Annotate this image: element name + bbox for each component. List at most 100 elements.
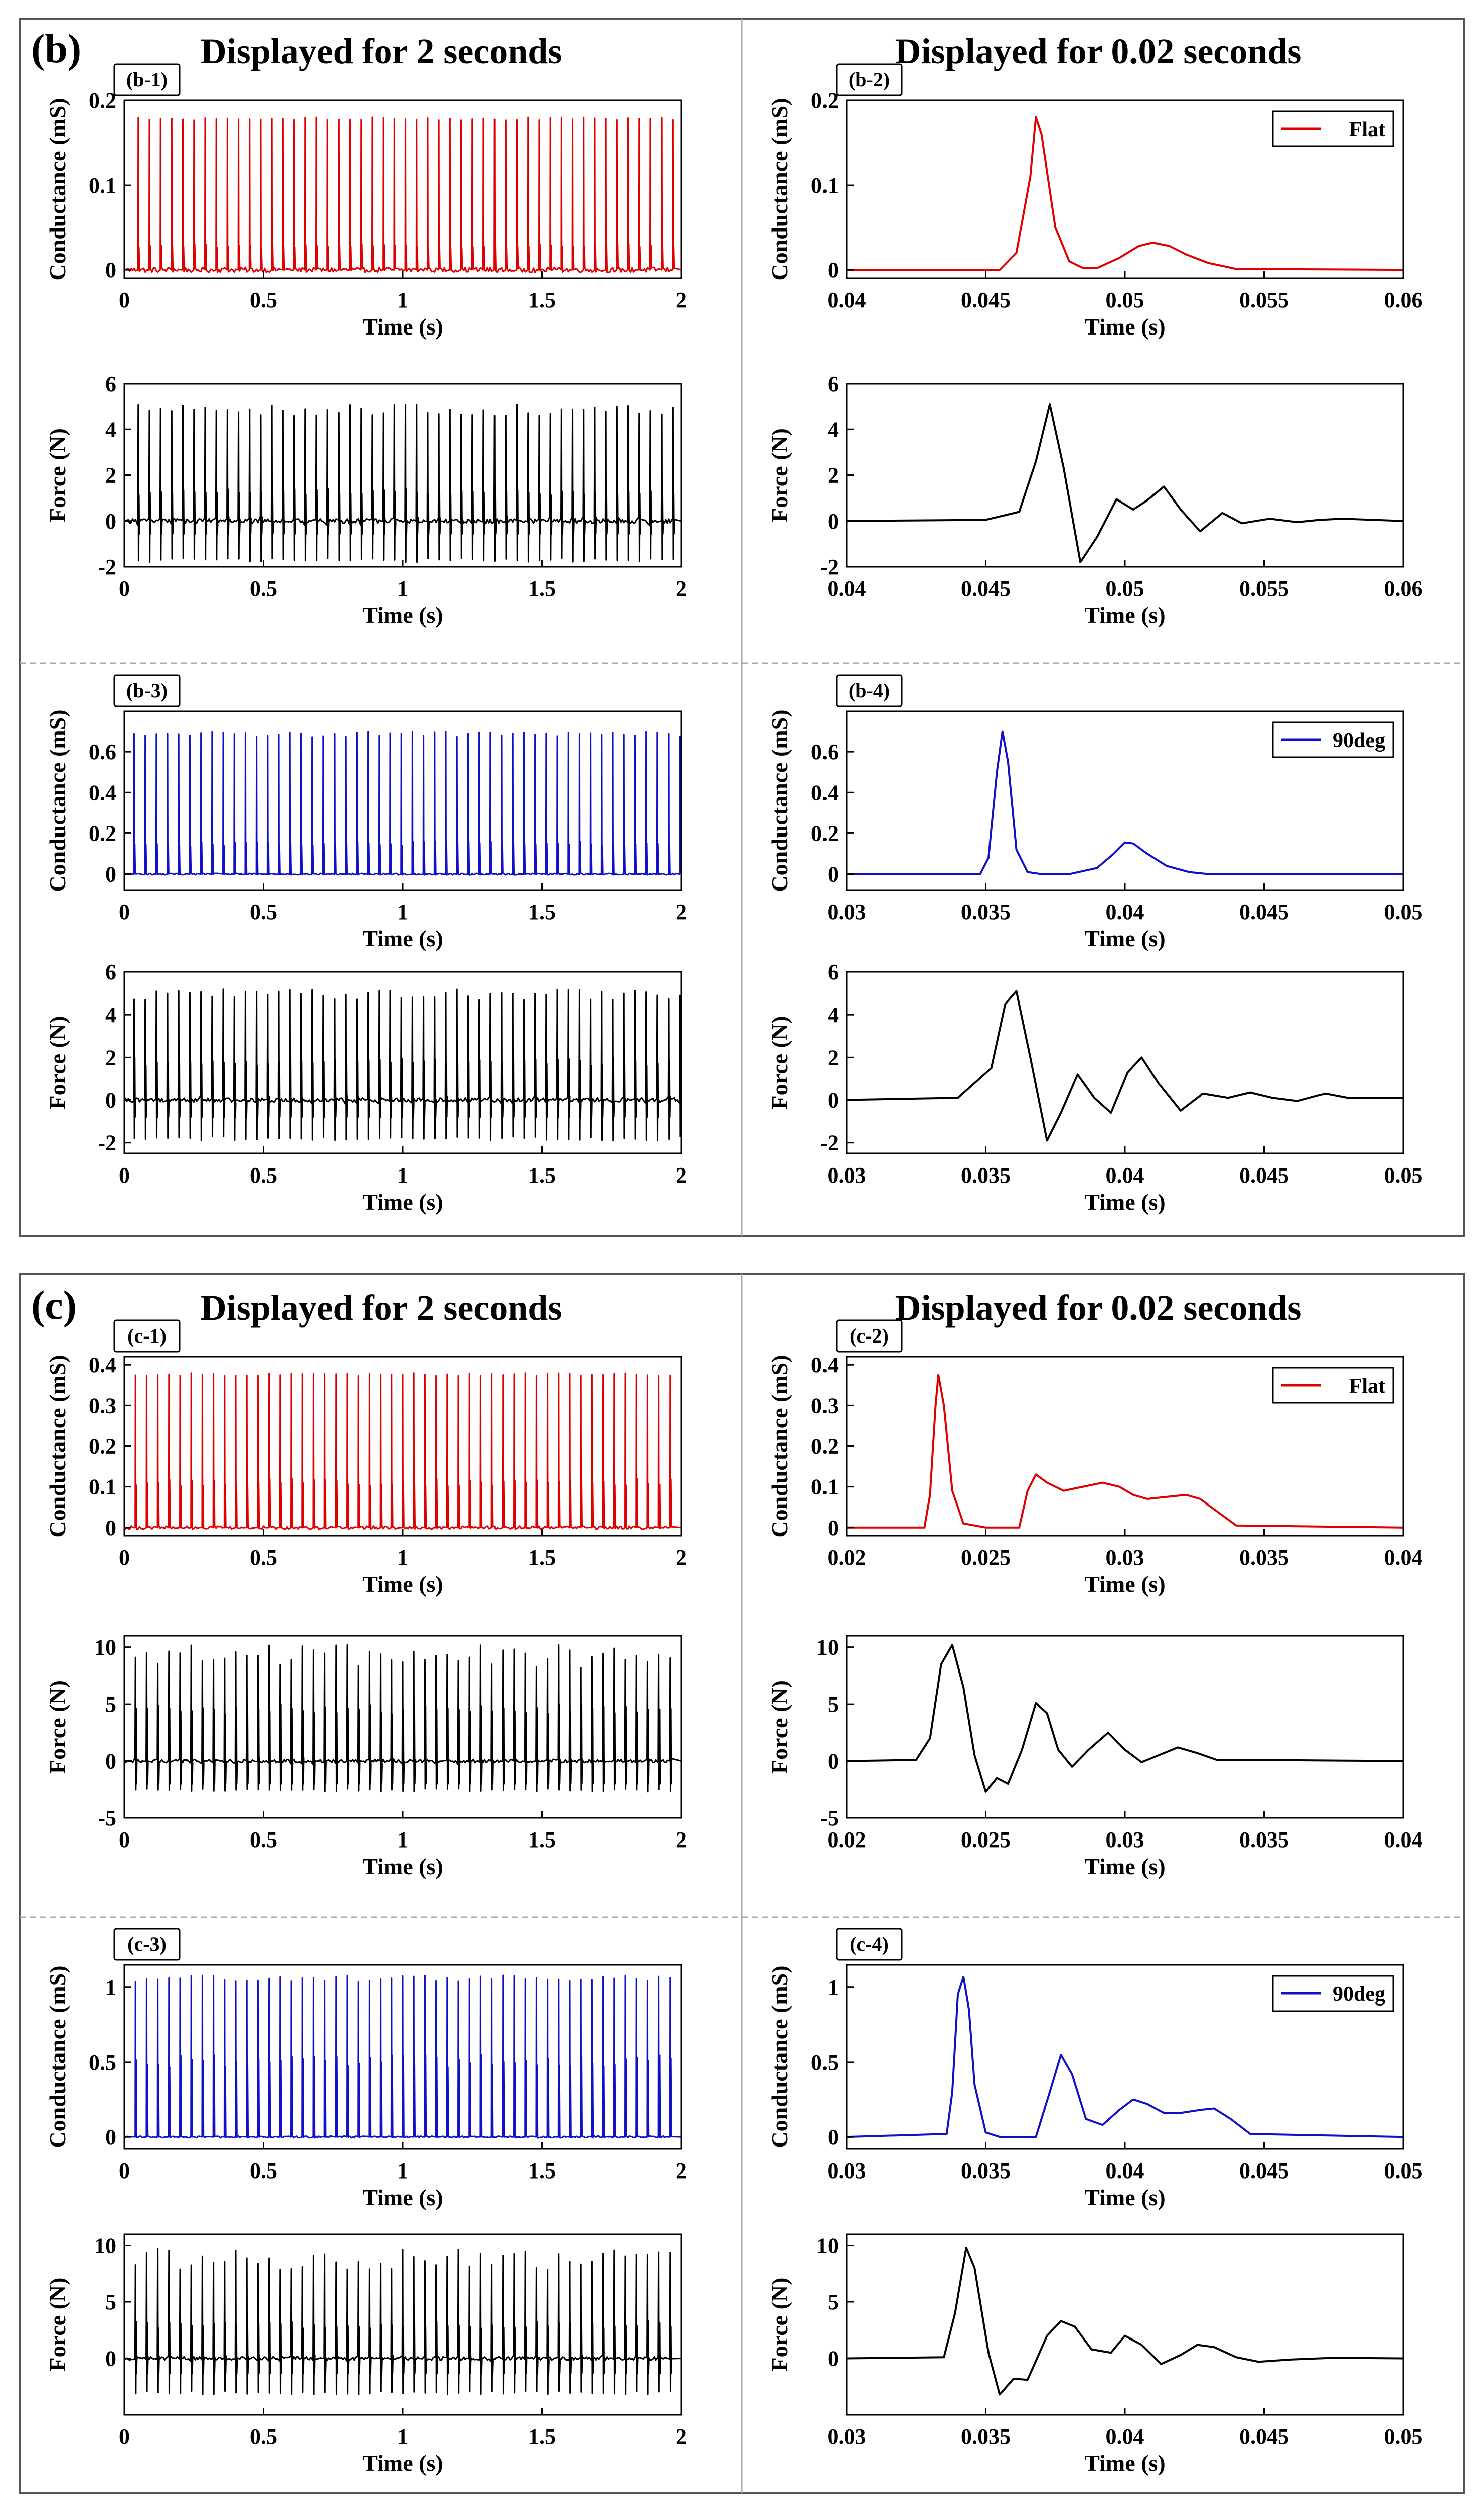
section-c-right-title: Displayed for 0.02 seconds <box>895 1288 1302 1328</box>
y-tick-label-b3c-2: 0.4 <box>89 780 116 805</box>
series-line-b3c-0 <box>124 731 681 876</box>
chart-b1c: 0 0.5 1 1.5 2 0 0.1 0.2 Time (s) Conductance (mS)… <box>45 63 687 340</box>
x-tick-label-b2c-2: 0.05 <box>1106 288 1144 312</box>
y-tick-label-b3f-3: 4 <box>105 1003 116 1027</box>
series-line-b1f-0 <box>124 404 681 563</box>
panel-label-box-b2c <box>836 63 903 96</box>
y-tick-label-b2c-1: 0.1 <box>811 173 839 198</box>
x-tick-label-c3f-1: 0.5 <box>250 2424 277 2449</box>
y-tick-label-c4c-1: 0.5 <box>811 2050 839 2075</box>
panel-label-c3c: (c-3) <box>127 1933 167 1955</box>
y-tick-label-b4f-3: 4 <box>828 1003 839 1027</box>
x-tick-label-c3c-3: 1.5 <box>528 2158 556 2183</box>
x-tick-label-c2c-0: 0.02 <box>828 1545 866 1570</box>
y-axis-label-c1c: Conductance (mS) <box>45 1355 70 1537</box>
x-tick-label-b4f-4: 0.05 <box>1384 1163 1423 1188</box>
chart-b2c: 0.04 0.045 0.05 0.055 0.06 0 0.1 0.2 Time (s) Con… <box>767 63 1423 340</box>
y-tick-label-c3f-2: 10 <box>94 2234 116 2258</box>
y-axis-label-b1c: Conductance (mS) <box>45 98 70 280</box>
y-tick-label-b3f-4: 6 <box>105 960 116 984</box>
x-tick-label-b1f-0: 0 <box>119 576 130 601</box>
x-tick-label-b2f-1: 0.045 <box>961 576 1011 601</box>
y-tick-label-b4c-0: 0 <box>828 862 839 887</box>
y-tick-label-b1f-0: -2 <box>98 555 116 579</box>
y-tick-label-b3c-1: 0.2 <box>89 821 116 846</box>
section-b-label: (b) <box>31 26 81 71</box>
x-tick-label-c4c-2: 0.04 <box>1106 2158 1144 2183</box>
x-tick-label-b1c-2: 1 <box>397 288 408 312</box>
x-tick-label-b4c-4: 0.05 <box>1384 900 1423 924</box>
x-tick-label-b4f-0: 0.03 <box>828 1163 866 1188</box>
y-tick-label-b4f-4: 6 <box>828 960 839 984</box>
x-tick-label-b1f-4: 2 <box>676 576 687 601</box>
x-tick-label-c4c-4: 0.05 <box>1384 2158 1423 2183</box>
x-tick-label-c1c-0: 0 <box>119 1545 130 1570</box>
x-tick-label-c4c-1: 0.035 <box>961 2158 1011 2183</box>
x-tick-label-c1c-1: 0.5 <box>250 1545 277 1570</box>
x-tick-label-c2c-1: 0.025 <box>961 1545 1011 1570</box>
section-b-left-title: Displayed for 2 seconds <box>201 31 562 71</box>
y-tick-label-b4c-2: 0.4 <box>811 780 839 805</box>
y-tick-label-c2c-3: 0.3 <box>811 1393 839 1418</box>
x-tick-label-b4c-0: 0.03 <box>828 900 866 924</box>
y-tick-label-c2c-4: 0.4 <box>811 1353 839 1377</box>
panel-label-box-c2c <box>836 1319 903 1353</box>
series-line-b2f-0 <box>847 403 1403 563</box>
series-line-c2f-0 <box>847 1644 1403 1793</box>
section-c-label: (c) <box>31 1282 77 1328</box>
panel-label-box-c4c <box>836 1928 903 1961</box>
x-tick-label-b1c-3: 1.5 <box>528 288 556 312</box>
series-line-c1f-0 <box>124 1644 681 1793</box>
y-axis-label-c4f: Force (N) <box>767 2278 792 2372</box>
series-line-b4c-0 <box>847 730 1403 875</box>
y-tick-label-b4f-2: 2 <box>828 1045 839 1070</box>
x-axis-label-c3f: Time (s) <box>362 2450 443 2476</box>
x-tick-label-c2f-3: 0.035 <box>1239 1827 1289 1852</box>
x-axis-label-c1c: Time (s) <box>362 1571 443 1597</box>
x-tick-label-b4c-1: 0.035 <box>961 900 1011 924</box>
y-tick-label-b2f-1: 0 <box>828 509 839 534</box>
x-tick-label-c3f-2: 1 <box>397 2424 408 2449</box>
x-tick-label-b4f-3: 0.045 <box>1239 1163 1289 1188</box>
series-line-b2c-0 <box>847 116 1403 271</box>
chart-c1c: 0 0.5 1 1.5 2 0 0.1 0.2 0.3 0.4 Time (s) Conductanc… <box>45 1319 687 1597</box>
y-axis-label-c3c: Conductance (mS) <box>45 1965 70 2148</box>
x-tick-label-c1f-1: 0.5 <box>250 1827 277 1852</box>
x-tick-label-b1f-3: 1.5 <box>528 576 556 601</box>
chart-c2f: 0.02 0.025 0.03 0.035 0.04 -5 0 5 10 Time (s) Forc… <box>767 1635 1423 1879</box>
y-tick-label-b3c-3: 0.6 <box>89 740 116 764</box>
y-axis-label-b3f: Force (N) <box>45 1016 70 1110</box>
x-tick-label-b2f-2: 0.05 <box>1106 576 1144 601</box>
x-tick-label-b3f-3: 1.5 <box>528 1163 556 1188</box>
y-tick-label-c2c-2: 0.2 <box>811 1434 839 1459</box>
y-tick-label-c2f-2: 5 <box>828 1692 839 1717</box>
y-axis-label-b1f: Force (N) <box>45 428 70 522</box>
x-tick-label-b3f-0: 0 <box>119 1163 130 1188</box>
charts-layer: 0 0.5 1 1.5 2 0 0.1 0.2 Time (s) Conductance (mS)… <box>45 63 1423 2476</box>
x-tick-label-c2f-0: 0.02 <box>828 1827 866 1852</box>
x-tick-label-c1f-3: 1.5 <box>528 1827 556 1852</box>
chart-c2c: 0.02 0.025 0.03 0.035 0.04 0 0.1 0.2 0.3 0.4 Time … <box>767 1319 1423 1597</box>
x-axis-label-b1f: Time (s) <box>362 602 443 628</box>
x-tick-label-c1f-2: 1 <box>397 1827 408 1852</box>
x-tick-label-c4f-0: 0.03 <box>828 2424 866 2449</box>
x-axis-label-c1f: Time (s) <box>362 1854 443 1879</box>
x-axis-label-b3f: Time (s) <box>362 1189 443 1215</box>
series-line-b3f-0 <box>124 988 681 1141</box>
y-tick-label-c1c-3: 0.3 <box>89 1393 116 1418</box>
x-tick-label-b2c-0: 0.04 <box>828 288 866 312</box>
y-axis-label-b4f: Force (N) <box>767 1016 792 1110</box>
y-tick-label-c1f-2: 5 <box>105 1692 116 1717</box>
y-tick-label-b4c-1: 0.2 <box>811 821 839 846</box>
x-tick-label-c4f-2: 0.04 <box>1106 2424 1144 2449</box>
x-axis-label-b3c: Time (s) <box>362 926 443 951</box>
chart-c4c: 0.03 0.035 0.04 0.045 0.05 0 0.5 1 Time (s) Condu… <box>767 1928 1423 2210</box>
x-tick-label-c1c-4: 2 <box>676 1545 687 1570</box>
y-tick-label-c2c-1: 0.1 <box>811 1475 839 1499</box>
x-tick-label-b3f-4: 2 <box>676 1163 687 1188</box>
x-tick-label-b1f-2: 1 <box>397 576 408 601</box>
series-line-c1c-0 <box>124 1372 681 1530</box>
